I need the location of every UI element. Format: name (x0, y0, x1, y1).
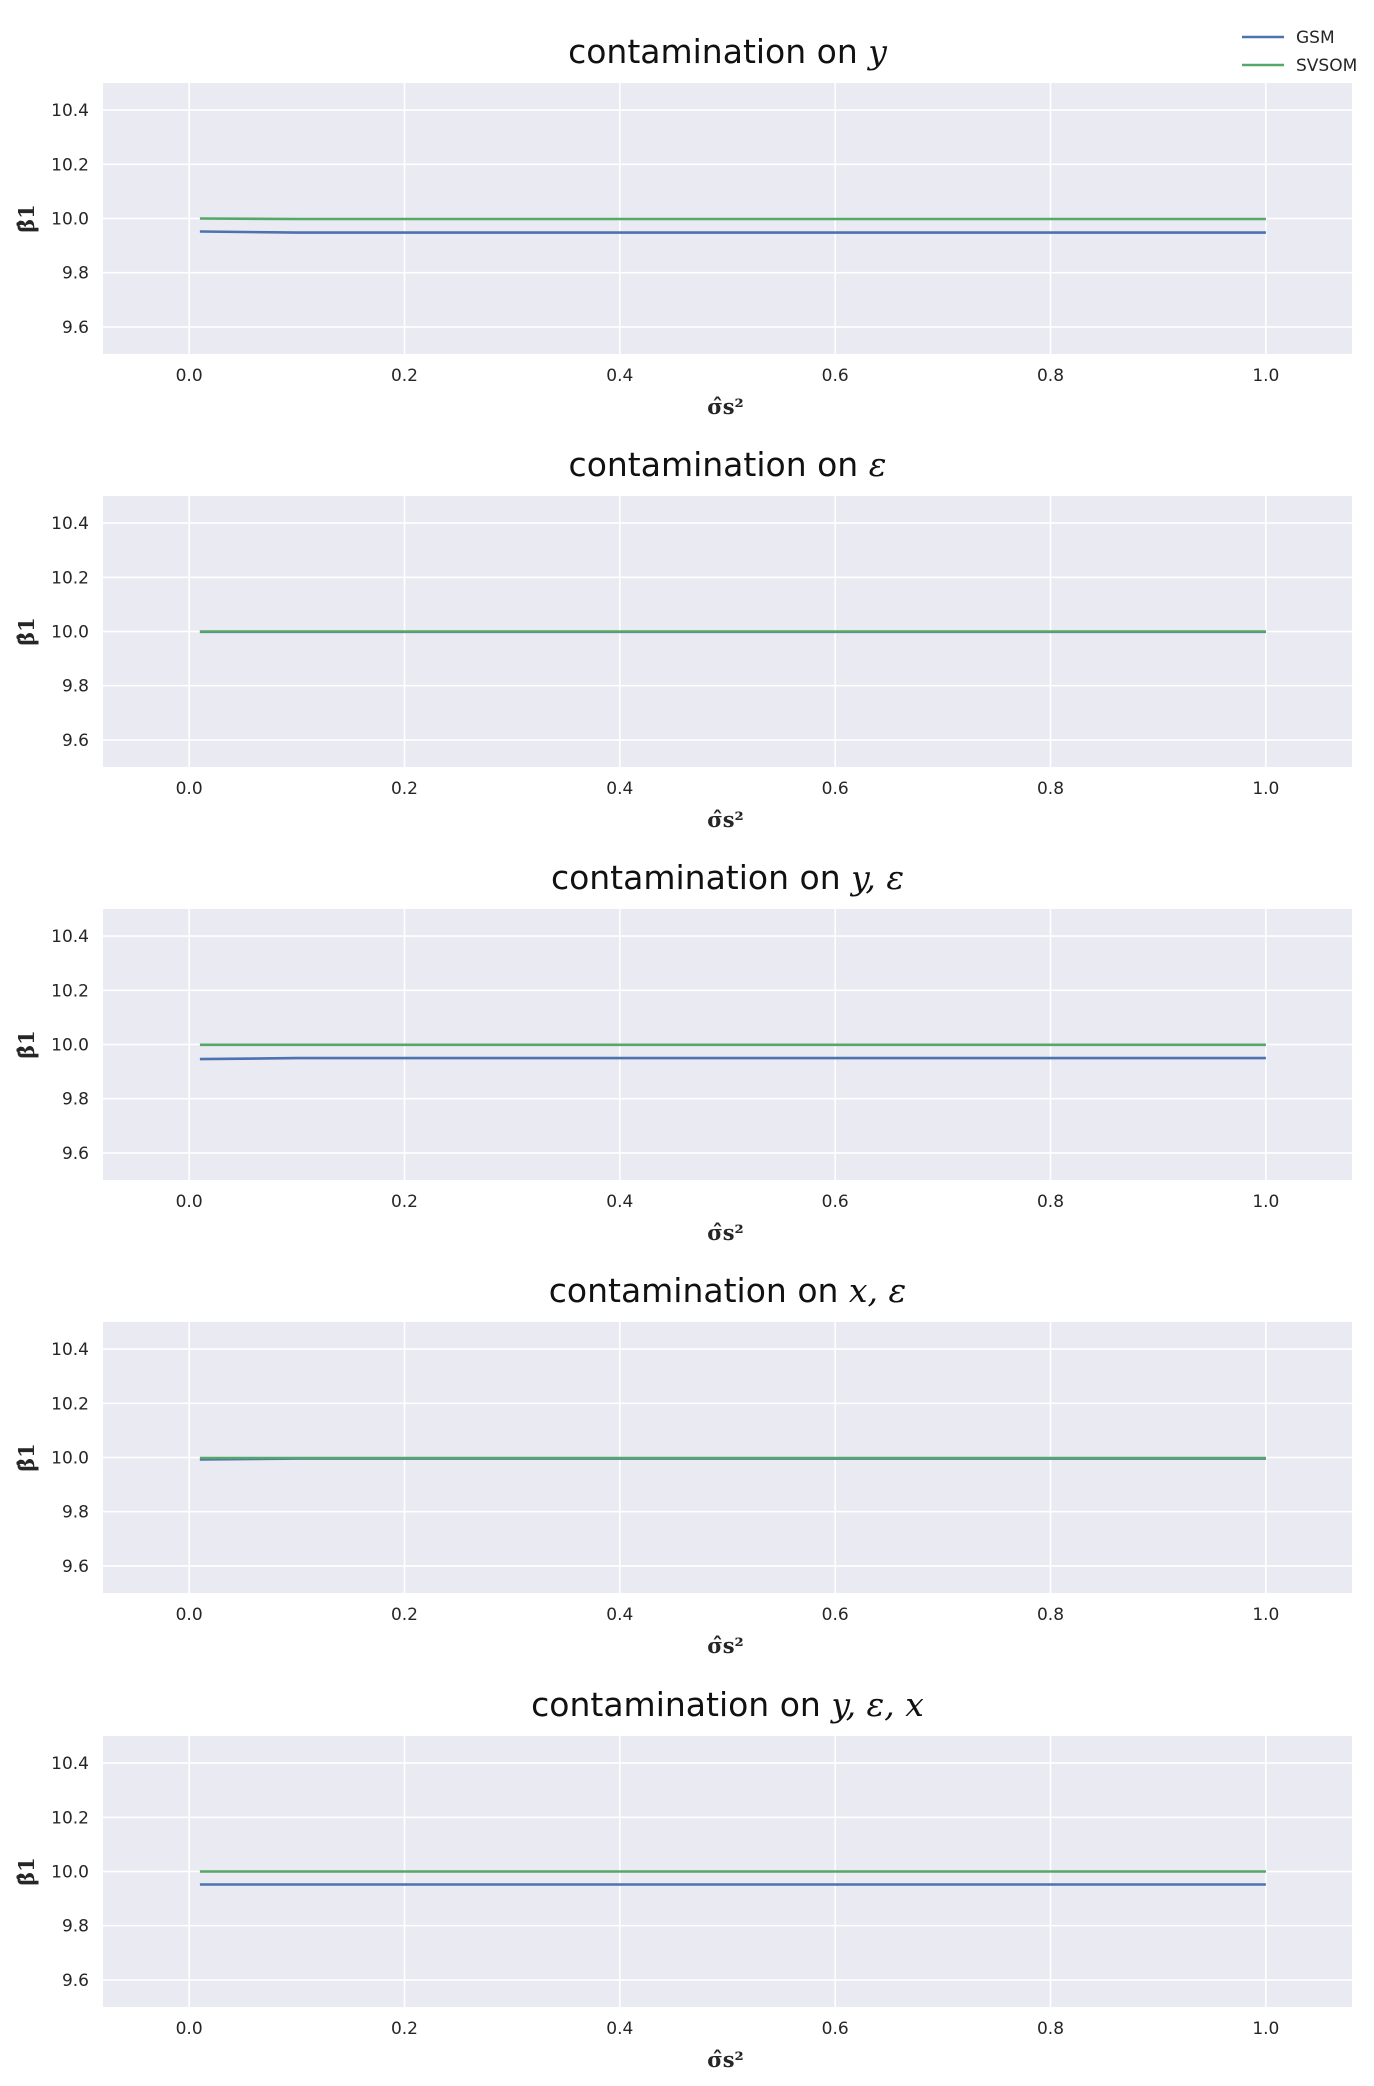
x-tick-label: 0.6 (822, 1192, 849, 1212)
y-tick-label: 9.6 (62, 1971, 89, 1991)
x-tick-label: 0.4 (606, 366, 633, 386)
title-text: contamination on (551, 858, 851, 897)
x-tick-label: 0.0 (176, 1605, 203, 1625)
x-tick-label: 1.0 (1252, 1605, 1279, 1625)
series-line-gsm (199, 230, 1266, 234)
y-tick-label: 10.4 (51, 1340, 89, 1360)
x-axis-label: σ̂s² (707, 2047, 744, 2072)
plot-title: contamination on ε (569, 445, 887, 484)
y-tick-label: 10.4 (51, 1754, 89, 1774)
x-tick-label: 0.4 (606, 1605, 633, 1625)
plot-title: contamination on x, ε (549, 1271, 906, 1310)
x-tick-label: 0.0 (176, 1192, 203, 1212)
x-tick-label: 0.8 (1037, 366, 1064, 386)
x-tick-label: 1.0 (1252, 2019, 1279, 2039)
y-tick-label: 10.0 (51, 1863, 89, 1883)
subplot-2: 0.0 0.2 0.4 0.6 0.8 1.0 9.6 9.8 10.0 10.2 10.4 σ̂s²… (14, 445, 1352, 832)
y-tick-label: 9.8 (62, 1090, 89, 1110)
x-tick-label: 1.0 (1252, 1192, 1279, 1212)
x-tick-label: 0.6 (822, 366, 849, 386)
y-tick-label: 10.4 (51, 101, 89, 121)
x-tick-label: 0.0 (176, 779, 203, 799)
y-tick-label: 9.6 (62, 318, 89, 338)
legend-label-svsom: SVSOM (1296, 56, 1357, 76)
title-text: contamination on (531, 1685, 831, 1724)
y-tick-label: 10.4 (51, 514, 89, 534)
title-text: contamination on (549, 1271, 849, 1310)
y-tick-label: 9.6 (62, 1144, 89, 1164)
x-axis-label: σ̂s² (707, 394, 744, 419)
y-axis-label: β̂1 (14, 204, 39, 233)
x-axis-label: σ̂s² (707, 1220, 744, 1245)
x-tick-label: 0.2 (391, 2019, 418, 2039)
y-tick-label: 10.4 (51, 927, 89, 947)
title-text: contamination on (568, 32, 868, 71)
series-line-svsom (199, 217, 1266, 221)
legend-label-gsm: GSM (1296, 28, 1335, 48)
x-axis-label: σ̂s² (707, 807, 744, 832)
x-tick-label: 0.8 (1037, 1605, 1064, 1625)
legend: GSM SVSOM (1242, 28, 1357, 76)
x-tick-label: 0.2 (391, 779, 418, 799)
y-axis-label: β̂1 (14, 1857, 39, 1886)
x-tick-label: 1.0 (1252, 366, 1279, 386)
title-math: y, ε (849, 858, 904, 897)
subplot-3: 0.0 0.2 0.4 0.6 0.8 1.0 9.6 9.8 10.0 10.2 10.4 σ̂s²… (14, 858, 1352, 1245)
y-tick-label: 10.2 (51, 981, 89, 1001)
x-axis-label: σ̂s² (707, 1633, 744, 1658)
plot-title: contamination on y, ε (551, 858, 904, 897)
y-axis-label: β̂1 (14, 617, 39, 646)
y-tick-label: 10.0 (51, 210, 89, 230)
y-tick-label: 9.6 (62, 1557, 89, 1577)
title-math: y, ε, x (829, 1685, 924, 1724)
x-tick-label: 0.0 (176, 2019, 203, 2039)
x-tick-label: 0.2 (391, 1192, 418, 1212)
title-text: contamination on (569, 445, 869, 484)
y-tick-label: 10.2 (51, 155, 89, 175)
x-tick-label: 0.2 (391, 1605, 418, 1625)
y-tick-label: 10.2 (51, 568, 89, 588)
gridlines (103, 909, 1352, 1180)
y-tick-label: 9.8 (62, 677, 89, 697)
title-math: ε (869, 445, 887, 484)
x-tick-label: 0.4 (606, 1192, 633, 1212)
x-tick-label: 1.0 (1252, 779, 1279, 799)
x-tick-label: 0.8 (1037, 1192, 1064, 1212)
y-tick-label: 10.2 (51, 1394, 89, 1414)
x-tick-label: 0.8 (1037, 2019, 1064, 2039)
x-tick-label: 0.0 (176, 366, 203, 386)
y-tick-label: 10.0 (51, 1449, 89, 1469)
x-tick-label: 0.6 (822, 1605, 849, 1625)
subplots: 0.0 0.2 0.4 0.6 0.8 1.0 9.6 9.8 10.0 10.2 10.4 σ̂s²… (14, 32, 1352, 2072)
y-tick-label: 10.0 (51, 623, 89, 643)
y-tick-label: 9.8 (62, 1917, 89, 1937)
title-math: y (866, 32, 887, 71)
y-tick-label: 10.0 (51, 1036, 89, 1056)
series-line-gsm (199, 1056, 1266, 1061)
x-tick-label: 0.2 (391, 366, 418, 386)
plot-title: contamination on y, ε, x (531, 1685, 924, 1724)
x-tick-label: 0.8 (1037, 779, 1064, 799)
y-tick-label: 9.8 (62, 1503, 89, 1523)
x-tick-label: 0.4 (606, 2019, 633, 2039)
subplot-1: 0.0 0.2 0.4 0.6 0.8 1.0 9.6 9.8 10.0 10.2 10.4 σ̂s²… (14, 32, 1352, 419)
plot-title: contamination on y (568, 32, 887, 71)
title-math: x, ε (849, 1271, 906, 1310)
x-tick-label: 0.6 (822, 2019, 849, 2039)
subplot-4: 0.0 0.2 0.4 0.6 0.8 1.0 9.6 9.8 10.0 10.2 10.4 σ̂s²… (14, 1271, 1352, 1658)
y-tick-label: 9.6 (62, 731, 89, 751)
subplot-5: 0.0 0.2 0.4 0.6 0.8 1.0 9.6 9.8 10.0 10.2 10.4 σ̂s²… (14, 1685, 1352, 2072)
y-tick-label: 10.2 (51, 1808, 89, 1828)
y-axis-label: β̂1 (14, 1030, 39, 1059)
y-tick-label: 9.8 (62, 264, 89, 284)
y-axis-label: β̂1 (14, 1443, 39, 1472)
x-tick-label: 0.6 (822, 779, 849, 799)
x-tick-label: 0.4 (606, 779, 633, 799)
